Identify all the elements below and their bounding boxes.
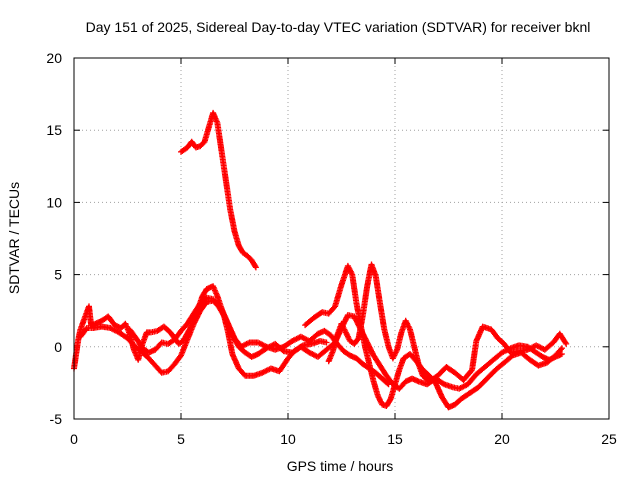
series-track-c (126, 294, 565, 392)
data-point (252, 264, 259, 271)
x-axis-label: GPS time / hours (287, 458, 394, 474)
y-tick-label: 15 (46, 122, 62, 138)
data-point (323, 339, 330, 346)
data-point (558, 351, 565, 357)
series-track-d (302, 262, 565, 411)
data-point (558, 345, 565, 352)
y-tick-label: -5 (50, 411, 63, 427)
x-tick-label: 20 (494, 431, 510, 447)
data-points (71, 109, 570, 411)
data-point (252, 263, 259, 270)
data-point (557, 346, 564, 353)
plot-frame (73, 57, 610, 420)
x-tick-label: 10 (280, 431, 296, 447)
y-tick-label: 0 (54, 339, 62, 355)
x-tick-label: 0 (70, 431, 78, 447)
x-tick-label: 5 (177, 431, 185, 447)
data-point (387, 397, 393, 403)
data-point (563, 340, 570, 347)
x-tick-label: 25 (601, 431, 617, 447)
data-point (562, 339, 569, 346)
x-tick-label: 15 (387, 431, 403, 447)
data-point (222, 315, 229, 322)
y-tick-label: 20 (46, 50, 62, 66)
y-tick-label: 5 (54, 267, 62, 283)
series-track-high (178, 109, 259, 271)
axis-ticks: 0 5 10 15 20 25 -5 0 5 10 15 20 (46, 50, 617, 447)
y-axis-label: SDTVAR / TECUs (6, 182, 22, 294)
chart-title: Day 151 of 2025, Sidereal Day-to-day VTE… (86, 19, 591, 35)
y-tick-label: 10 (46, 194, 62, 210)
series-track-e (325, 261, 570, 385)
